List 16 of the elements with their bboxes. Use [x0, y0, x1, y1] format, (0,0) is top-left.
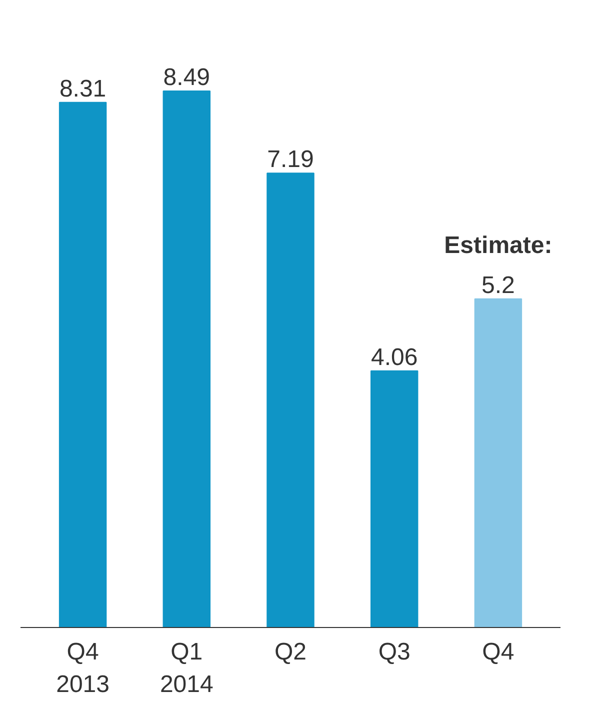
x-tick-label: Q4	[482, 638, 514, 666]
data-label: 7.19	[267, 146, 314, 174]
x-tick-label: Q1 2014	[160, 638, 214, 698]
bar	[58, 102, 107, 628]
x-tick-label: Q2	[274, 638, 307, 666]
data-label: 8.49	[163, 64, 210, 91]
x-tick-label: Q4 2013	[56, 638, 110, 698]
data-label: 4.06	[370, 344, 418, 371]
bar	[162, 90, 211, 628]
annotation: Estimate:	[444, 232, 552, 259]
x-tick-label: Q3	[378, 638, 410, 666]
bar	[266, 172, 314, 628]
bar	[474, 298, 522, 628]
data-label: 5.2	[482, 272, 515, 299]
bar	[370, 370, 418, 628]
data-label: 8.31	[59, 75, 106, 102]
